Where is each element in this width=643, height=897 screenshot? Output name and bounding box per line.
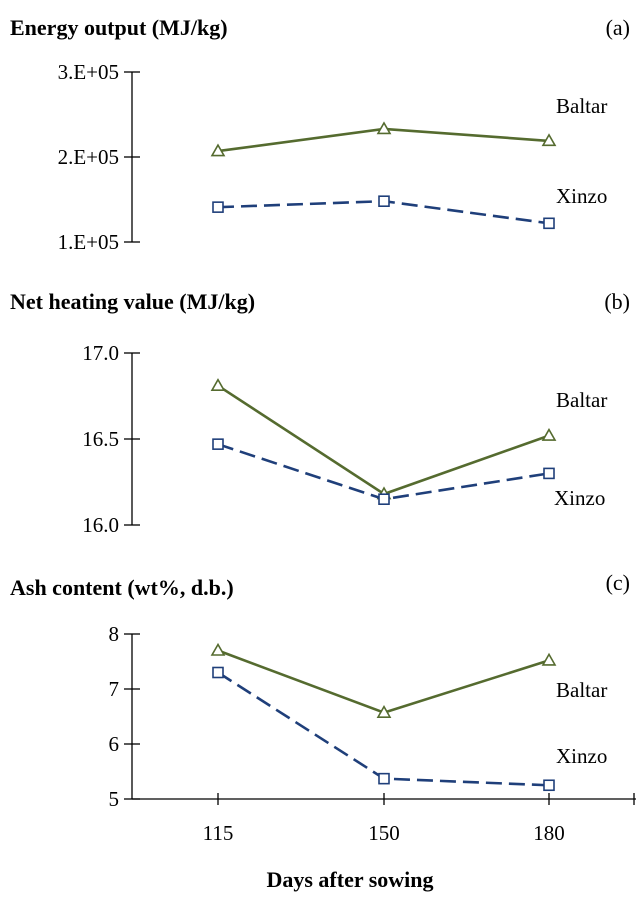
panel-b: Net heating value (MJ/kg) (b) 16.0 16.5 17.0… bbox=[10, 289, 630, 537]
panel-title: Energy output (MJ/kg) bbox=[10, 15, 228, 40]
data-point-xinzo bbox=[543, 779, 555, 792]
y-tick-label: 7 bbox=[109, 677, 120, 701]
data-point-baltar bbox=[541, 133, 557, 147]
panel-c: Ash content (wt%, d.b.) (c) 5 6 7 8 115 150 180 B… bbox=[10, 570, 636, 845]
x-tick-label: 180 bbox=[533, 821, 565, 845]
y-tick-label: 17.0 bbox=[82, 341, 119, 365]
series-label-xinzo: Xinzo bbox=[556, 184, 607, 208]
series-label-baltar: Baltar bbox=[556, 94, 607, 118]
y-tick-label: 3.E+05 bbox=[58, 60, 119, 84]
panel-letter: (a) bbox=[606, 15, 630, 40]
series-label-baltar: Baltar bbox=[556, 678, 607, 702]
y-tick-label: 16.0 bbox=[82, 513, 119, 537]
y-tick-label: 8 bbox=[109, 622, 120, 646]
data-point-xinzo bbox=[543, 467, 555, 480]
y-tick-label: 1.E+05 bbox=[58, 230, 119, 254]
x-axis-title: Days after sowing bbox=[266, 867, 433, 892]
data-point-baltar bbox=[376, 121, 392, 135]
series-line-xinzo bbox=[217, 671, 550, 787]
y-tick-label: 2.E+05 bbox=[58, 145, 119, 169]
data-point-baltar bbox=[210, 378, 226, 391]
data-point-baltar bbox=[210, 642, 226, 656]
series-line-baltar bbox=[217, 384, 550, 496]
x-tick-label: 115 bbox=[203, 821, 234, 845]
panel-letter: (b) bbox=[604, 289, 630, 314]
y-tick-label: 5 bbox=[109, 787, 120, 811]
series-label-xinzo: Xinzo bbox=[554, 486, 605, 510]
data-point-baltar bbox=[541, 652, 557, 666]
data-point-baltar bbox=[376, 705, 392, 718]
data-point-xinzo bbox=[212, 438, 224, 450]
panel-title: Net heating value (MJ/kg) bbox=[10, 289, 255, 314]
panel-letter: (c) bbox=[606, 570, 630, 595]
data-point-xinzo bbox=[378, 195, 390, 207]
x-tick-label: 150 bbox=[368, 821, 400, 845]
y-tick-label: 16.5 bbox=[82, 427, 119, 451]
data-point-baltar bbox=[541, 427, 557, 441]
series-label-baltar: Baltar bbox=[556, 388, 607, 412]
data-point-xinzo bbox=[378, 772, 390, 785]
y-tick-label: 6 bbox=[109, 732, 120, 756]
data-point-xinzo bbox=[378, 493, 390, 506]
panel-title: Ash content (wt%, d.b.) bbox=[10, 575, 234, 600]
data-point-xinzo bbox=[543, 217, 555, 230]
panel-a: Energy output (MJ/kg) (a) 1.E+05 2.E+05 3.E+… bbox=[10, 15, 630, 254]
data-point-xinzo bbox=[212, 201, 224, 213]
data-point-baltar bbox=[210, 143, 226, 157]
series-label-xinzo: Xinzo bbox=[556, 744, 607, 768]
data-point-xinzo bbox=[212, 666, 224, 679]
